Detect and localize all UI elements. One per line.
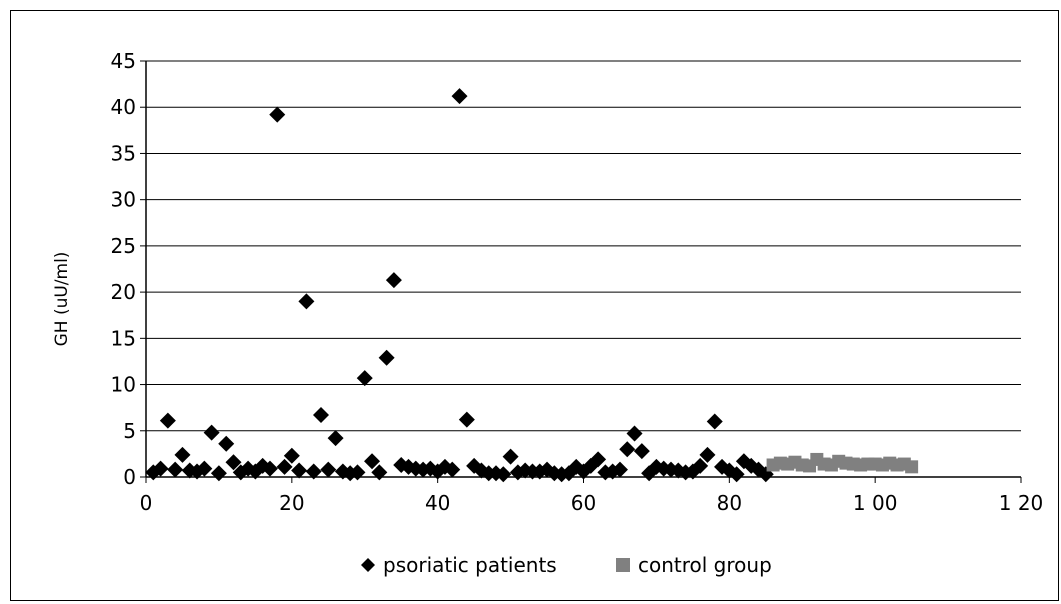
data-point bbox=[458, 411, 475, 428]
legend-marker bbox=[616, 558, 630, 572]
legend: psoriatic patients control group bbox=[361, 553, 772, 577]
data-point bbox=[203, 424, 220, 441]
x-tick-label: 60 bbox=[571, 491, 596, 515]
x-tick-label: 0 bbox=[140, 491, 153, 515]
y-tick-label: 40 bbox=[111, 95, 136, 119]
data-point bbox=[590, 451, 607, 468]
data-point bbox=[225, 454, 242, 471]
data-point bbox=[283, 447, 300, 464]
legend-label: psoriatic patients bbox=[383, 553, 557, 577]
data-point bbox=[728, 466, 745, 483]
scatter-chart: 0 5 10 15 20 25 30 35 40 45 0 20 40 60 80 1 00 1 20 GH (… bbox=[52, 49, 1044, 577]
data-point bbox=[261, 460, 278, 477]
data-point bbox=[196, 460, 213, 477]
y-axis-label: GH (uU/ml) bbox=[52, 252, 72, 347]
data-point bbox=[451, 88, 468, 105]
data-point bbox=[364, 453, 381, 470]
data-point bbox=[298, 293, 315, 310]
y-tick-label: 20 bbox=[111, 280, 136, 304]
data-point bbox=[385, 272, 402, 289]
data-point bbox=[276, 458, 293, 475]
data-point bbox=[159, 412, 176, 429]
chart-frame: 0 5 10 15 20 25 30 35 40 45 0 20 40 60 80 1 00 1 20 GH (… bbox=[10, 10, 1059, 601]
y-tick-label: 35 bbox=[111, 141, 136, 165]
data-point bbox=[495, 466, 512, 483]
data-point bbox=[218, 435, 235, 452]
y-tick-label: 30 bbox=[111, 188, 136, 212]
data-point bbox=[371, 464, 388, 481]
data-point bbox=[291, 462, 308, 479]
data-point bbox=[269, 106, 286, 123]
x-tick-label: 1 20 bbox=[999, 491, 1044, 515]
x-tick-label: 1 00 bbox=[853, 491, 898, 515]
legend-label: control group bbox=[638, 553, 772, 577]
data-point bbox=[327, 430, 344, 447]
data-point bbox=[444, 461, 461, 478]
data-point bbox=[349, 464, 366, 481]
data-point bbox=[167, 461, 184, 478]
data-point bbox=[611, 461, 628, 478]
x-tick-label: 40 bbox=[425, 491, 450, 515]
y-tick-label: 10 bbox=[111, 373, 136, 397]
data-point bbox=[619, 441, 636, 458]
data-point bbox=[626, 425, 643, 442]
data-point bbox=[313, 407, 329, 424]
data-point bbox=[633, 443, 650, 460]
data-point bbox=[305, 463, 322, 480]
data-point-layer bbox=[145, 88, 919, 483]
data-point bbox=[356, 370, 373, 387]
y-tick-label: 5 bbox=[123, 419, 136, 443]
y-tick-label: 15 bbox=[111, 326, 136, 350]
tick-label-layer: 0 5 10 15 20 25 30 35 40 45 0 20 40 60 80 1 00 1 20 bbox=[111, 49, 1044, 515]
x-tick-label: 80 bbox=[717, 491, 742, 515]
data-point bbox=[320, 461, 337, 478]
y-tick-label: 0 bbox=[123, 465, 136, 489]
x-tick-label: 20 bbox=[279, 491, 304, 515]
y-tick-label: 45 bbox=[111, 49, 136, 73]
data-point bbox=[706, 413, 723, 430]
data-point bbox=[174, 446, 191, 463]
data-point bbox=[502, 448, 519, 465]
data-point bbox=[692, 457, 709, 474]
data-point bbox=[210, 465, 227, 482]
y-tick-label: 25 bbox=[111, 234, 136, 258]
data-point bbox=[699, 446, 716, 463]
data-point bbox=[378, 349, 395, 366]
grid-layer bbox=[146, 60, 1021, 432]
data-point bbox=[152, 460, 169, 477]
data-point bbox=[905, 460, 919, 474]
axis-layer bbox=[140, 60, 1022, 483]
legend-marker bbox=[361, 558, 375, 572]
